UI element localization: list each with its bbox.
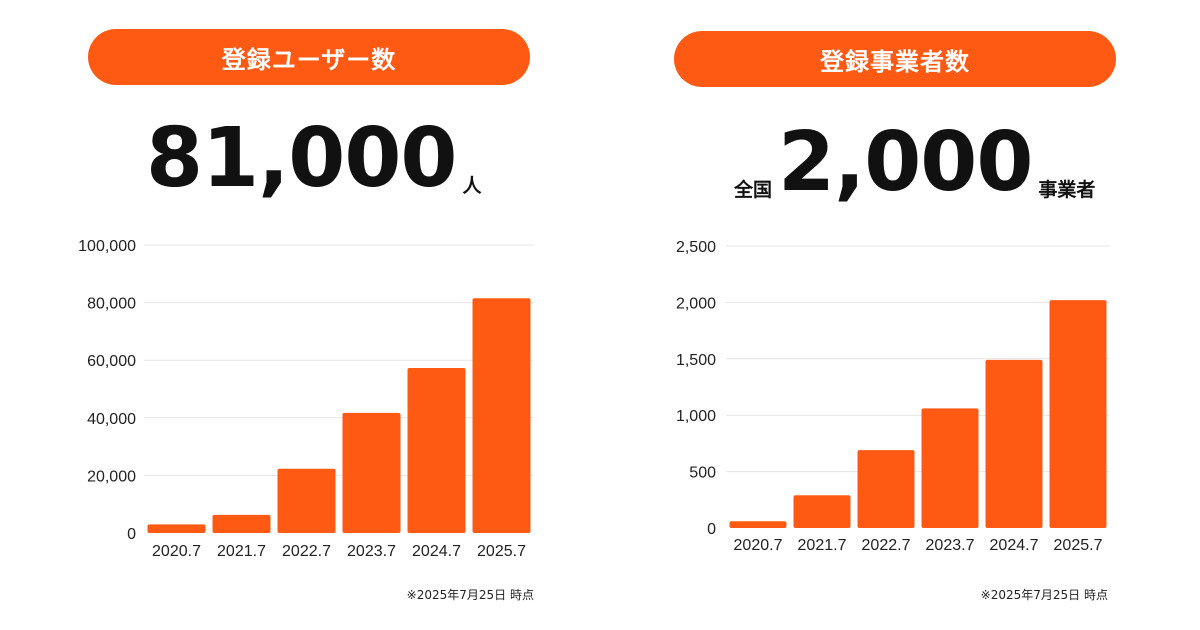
users-panel: 登録ユーザー数 81,000 人 0 20,000 40,000 60,000 80,0… <box>78 29 534 602</box>
businesses-bar-2021.7 <box>793 495 851 528</box>
users-bar-chart: 0 20,000 40,000 60,000 80,000 100,000 2020.7 20… <box>78 238 534 560</box>
users-total-value: 81,000 <box>146 111 457 206</box>
businesses-x-tick-label: 2025.7 <box>1054 537 1103 554</box>
users-y-tick-label: 0 <box>127 526 136 543</box>
users-date-note: ※2025年7月25日 時点 <box>406 588 534 602</box>
businesses-y-tick-label: 2,500 <box>676 239 716 256</box>
users-y-tick-label: 100,000 <box>78 238 136 255</box>
users-headline: 81,000 人 <box>146 118 481 200</box>
businesses-title: 登録事業者数 <box>820 47 970 76</box>
businesses-x-tick-label: 2023.7 <box>926 537 975 554</box>
businesses-bar-2023.7 <box>921 408 979 528</box>
businesses-y-tick-label: 1,500 <box>676 352 716 369</box>
users-bar-2024.7 <box>407 367 466 533</box>
businesses-title-pill: 登録事業者数 <box>674 31 1116 87</box>
businesses-y-tick-label: 500 <box>689 465 716 482</box>
businesses-y-tick-label: 0 <box>707 521 716 538</box>
businesses-bar-2024.7 <box>985 359 1043 528</box>
users-title-pill: 登録ユーザー数 <box>88 29 530 85</box>
users-y-tick-label: 60,000 <box>87 353 136 370</box>
businesses-panel: 登録事業者数 全国 2,000 事業者 0 500 1,000 1,500 2,000 2… <box>600 0 1200 630</box>
businesses-bar-chart: 0 500 1,000 1,500 2,000 2,500 2020.7 2021.7 2022… <box>676 239 1110 554</box>
businesses-x-tick-label: 2022.7 <box>862 537 911 554</box>
users-bar-2022.7 <box>277 468 336 533</box>
users-y-tick-label: 80,000 <box>87 296 136 313</box>
users-x-tick-label: 2021.7 <box>217 543 266 560</box>
users-x-tick-label: 2020.7 <box>152 543 201 560</box>
businesses-x-tick-label: 2020.7 <box>734 537 783 554</box>
businesses-y-tick-label: 1,000 <box>676 408 716 425</box>
users-bar-2025.7 <box>472 298 531 533</box>
businesses-bar-2025.7 <box>1049 300 1107 528</box>
users-y-tick-label: 20,000 <box>87 468 136 485</box>
users-x-tick-label: 2024.7 <box>412 543 461 560</box>
users-x-tick-label: 2022.7 <box>282 543 331 560</box>
users-bar-2021.7 <box>212 514 271 533</box>
businesses-total-unit: 事業者 <box>1038 179 1096 201</box>
businesses-total-value: 2,000 <box>778 115 1033 210</box>
businesses-x-tick-label: 2021.7 <box>798 537 847 554</box>
users-x-tick-label: 2023.7 <box>347 543 396 560</box>
users-total-unit: 人 <box>462 175 482 197</box>
users-y-tick-label: 40,000 <box>87 411 136 428</box>
users-title: 登録ユーザー数 <box>221 45 397 74</box>
businesses-y-tick-label: 2,000 <box>676 295 716 312</box>
businesses-headline: 全国 2,000 事業者 <box>734 122 1095 204</box>
users-x-tick-label: 2025.7 <box>477 543 526 560</box>
users-bar-2023.7 <box>342 412 401 533</box>
businesses-x-tick-label: 2024.7 <box>990 537 1039 554</box>
businesses-bar-2020.7 <box>729 521 787 528</box>
businesses-date-note: ※2025年7月25日 時点 <box>980 588 1108 602</box>
businesses-bar-2022.7 <box>857 450 915 528</box>
businesses-total-prefix: 全国 <box>734 179 773 201</box>
users-bar-2020.7 <box>147 524 206 533</box>
